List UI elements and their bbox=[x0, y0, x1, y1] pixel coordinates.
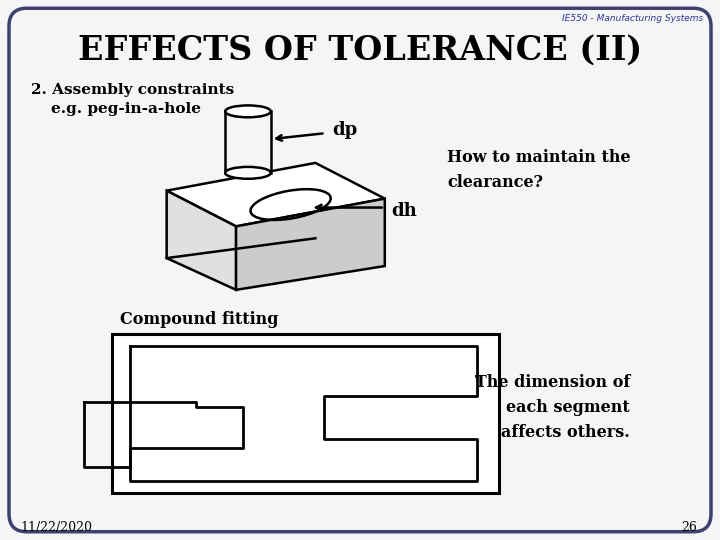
Bar bbox=[112, 334, 499, 493]
Text: IE550 - Manufacturing Systems: IE550 - Manufacturing Systems bbox=[562, 14, 703, 23]
Polygon shape bbox=[236, 199, 384, 290]
Text: dp: dp bbox=[332, 121, 358, 139]
Text: The dimension of
each segment
affects others.: The dimension of each segment affects ot… bbox=[474, 374, 630, 441]
Text: Compound fitting: Compound fitting bbox=[120, 311, 279, 328]
Text: EFFECTS OF TOLERANCE (II): EFFECTS OF TOLERANCE (II) bbox=[78, 33, 642, 66]
Polygon shape bbox=[166, 191, 236, 290]
Ellipse shape bbox=[225, 105, 271, 117]
FancyBboxPatch shape bbox=[9, 8, 711, 532]
Text: dh: dh bbox=[392, 201, 418, 220]
Ellipse shape bbox=[225, 167, 271, 179]
Text: 26: 26 bbox=[681, 521, 697, 534]
Polygon shape bbox=[166, 163, 384, 226]
Text: 2. Assembly constraints: 2. Assembly constraints bbox=[31, 83, 234, 97]
Text: e.g. peg-in-a-hole: e.g. peg-in-a-hole bbox=[50, 103, 201, 117]
Text: How to maintain the
clearance?: How to maintain the clearance? bbox=[447, 149, 631, 191]
Text: 11/22/2020: 11/22/2020 bbox=[21, 521, 93, 534]
